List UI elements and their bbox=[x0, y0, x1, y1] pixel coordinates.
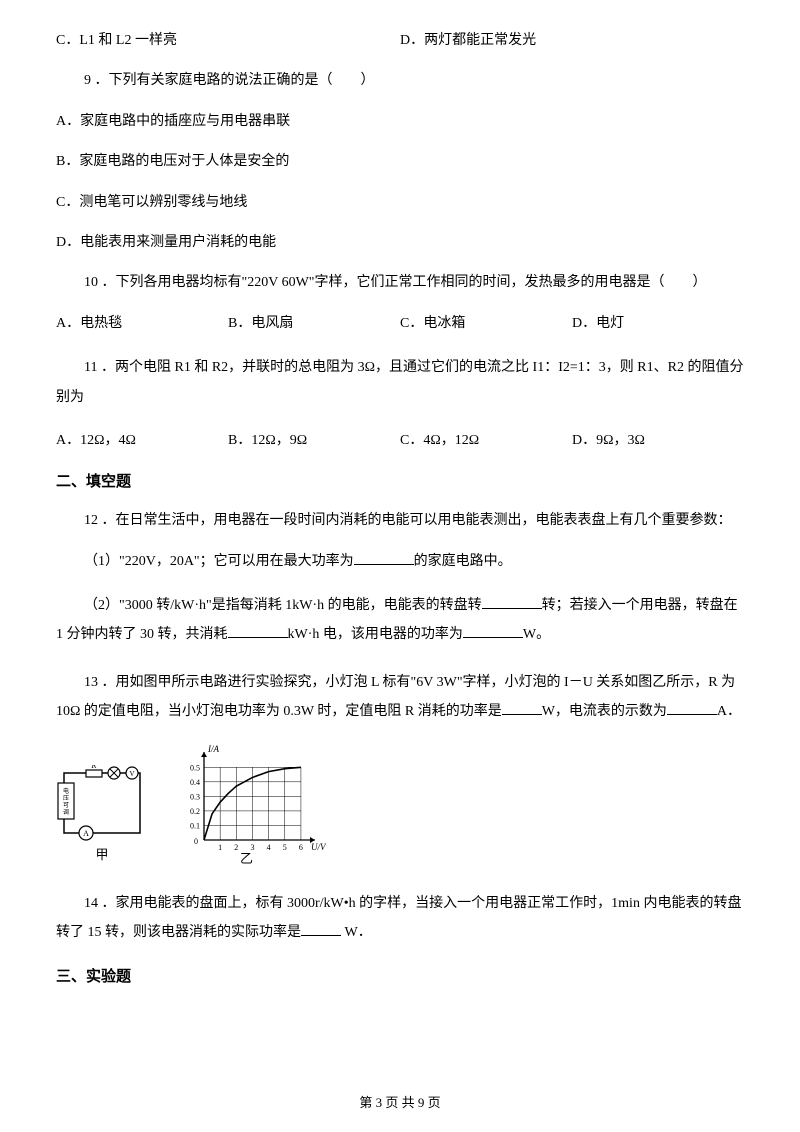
blank bbox=[463, 624, 523, 638]
q11-option-b: B．12Ω，9Ω bbox=[228, 430, 400, 452]
svg-text:0.3: 0.3 bbox=[190, 792, 200, 801]
svg-text:1: 1 bbox=[218, 843, 222, 852]
q10-option-b: B．电风扇 bbox=[228, 313, 400, 335]
svg-text:0.4: 0.4 bbox=[190, 777, 200, 786]
q11-option-a: A．12Ω，4Ω bbox=[56, 430, 228, 452]
q12-part2: （2）"3000 转/kW·h"是指每消耗 1kW·h 的电能，电能表的转盘转转… bbox=[56, 591, 744, 650]
q14-stem: 14 ．家用电能表的盘面上，标有 3000r/kW•h 的字样，当接入一个用电器… bbox=[56, 889, 744, 948]
svg-text:2: 2 bbox=[234, 843, 238, 852]
q9-option-b: B．家庭电路的电压对于人体是安全的 bbox=[56, 151, 744, 173]
page-footer: 第 3 页 共 9 页 bbox=[0, 1093, 800, 1114]
q13-c: A． bbox=[717, 704, 741, 719]
blank bbox=[228, 624, 288, 638]
q14-b: W． bbox=[341, 925, 372, 940]
q14-a: 14 ．家用电能表的盘面上，标有 3000r/kW•h 的字样，当接入一个用电器… bbox=[56, 896, 741, 940]
blank bbox=[354, 551, 414, 565]
svg-text:6: 6 bbox=[299, 843, 303, 852]
q10-option-a: A．电热毯 bbox=[56, 313, 228, 335]
svg-text:R: R bbox=[91, 765, 97, 770]
svg-text:0.5: 0.5 bbox=[190, 763, 200, 772]
q11-options: A．12Ω，4Ω B．12Ω，9Ω C．4Ω，12Ω D．9Ω，3Ω bbox=[56, 430, 744, 452]
q10-option-d: D．电灯 bbox=[572, 313, 744, 335]
svg-text:U/V: U/V bbox=[311, 842, 326, 852]
svg-text:0: 0 bbox=[194, 837, 198, 846]
svg-text:0.1: 0.1 bbox=[190, 821, 200, 830]
svg-text:5: 5 bbox=[283, 843, 287, 852]
svg-text:L: L bbox=[111, 765, 116, 766]
svg-text:V: V bbox=[129, 770, 134, 778]
svg-text:I/A: I/A bbox=[207, 745, 219, 754]
q13-b: W，电流表的示数为 bbox=[542, 704, 667, 719]
svg-text:甲: 甲 bbox=[95, 847, 108, 862]
blank bbox=[301, 922, 341, 936]
q12-p1-a: （1）"220V，20A"；它可以用在最大功率为 bbox=[84, 554, 354, 569]
q13-figures: 电 压 可 调 R L V A 甲 I/A U/V 0 0.1 0.2 0.3 0.4 0.5… bbox=[56, 745, 744, 865]
q12-p1-b: 的家庭电路中。 bbox=[414, 554, 512, 569]
section-3-title: 三、实验题 bbox=[56, 965, 744, 989]
q12-p2-d: W。 bbox=[523, 627, 550, 642]
q11-option-d: D．9Ω，3Ω bbox=[572, 430, 744, 452]
blank bbox=[667, 701, 717, 715]
q9-option-a: A．家庭电路中的插座应与用电器串联 bbox=[56, 111, 744, 133]
q12-stem: 12 ．在日常生活中，用电器在一段时间内消耗的电能可以用电能表测出，电能表表盘上… bbox=[56, 510, 744, 532]
q10-stem: 10 ．下列各用电器均标有"220V 60W"字样，它们正常工作相同的时间，发热… bbox=[56, 272, 744, 294]
q10-options: A．电热毯 B．电风扇 C．电冰箱 D．电灯 bbox=[56, 313, 744, 335]
q11-option-c: C．4Ω，12Ω bbox=[400, 430, 572, 452]
svg-text:电: 电 bbox=[63, 787, 69, 795]
blank bbox=[482, 595, 542, 609]
q10-option-c: C．电冰箱 bbox=[400, 313, 572, 335]
svg-text:4: 4 bbox=[267, 843, 271, 852]
q12-p2-c: kW·h 电，该用电器的功率为 bbox=[288, 627, 463, 642]
q9-stem: 9 ．下列有关家庭电路的说法正确的是（ ） bbox=[56, 70, 744, 92]
circuit-diagram: 电 压 可 调 R L V A 甲 bbox=[56, 765, 148, 865]
q8-option-c: C．L1 和 L2 一样亮 bbox=[56, 30, 400, 52]
svg-text:A: A bbox=[83, 829, 89, 838]
q8-options: C．L1 和 L2 一样亮 D．两灯都能正常发光 bbox=[56, 30, 744, 52]
q13-stem: 13 ．用如图甲所示电路进行实验探究，小灯泡 L 标有"6V 3W"字样，小灯泡… bbox=[56, 668, 744, 727]
blank bbox=[502, 701, 542, 715]
q11-stem: 11 ．两个电阻 R1 和 R2，并联时的总电阻为 3Ω，且通过它们的电流之比 … bbox=[56, 353, 744, 412]
q9-option-c: C．测电笔可以辨别零线与地线 bbox=[56, 192, 744, 214]
svg-text:0.2: 0.2 bbox=[190, 807, 200, 816]
q8-option-d: D．两灯都能正常发光 bbox=[400, 30, 536, 52]
svg-text:调: 调 bbox=[63, 808, 69, 816]
q9-option-d: D．电能表用来测量用户消耗的电能 bbox=[56, 232, 744, 254]
svg-text:乙: 乙 bbox=[240, 851, 253, 865]
q12-p2-a: （2）"3000 转/kW·h"是指每消耗 1kW·h 的电能，电能表的转盘转 bbox=[84, 598, 482, 613]
section-2-title: 二、填空题 bbox=[56, 470, 744, 494]
svg-text:压: 压 bbox=[63, 795, 69, 802]
q12-part1: （1）"220V，20A"；它可以用在最大功率为 的家庭电路中。 bbox=[56, 551, 744, 573]
iv-graph: I/AU/V00.10.20.30.40.5123456乙 bbox=[176, 745, 326, 865]
svg-text:可: 可 bbox=[63, 802, 69, 809]
